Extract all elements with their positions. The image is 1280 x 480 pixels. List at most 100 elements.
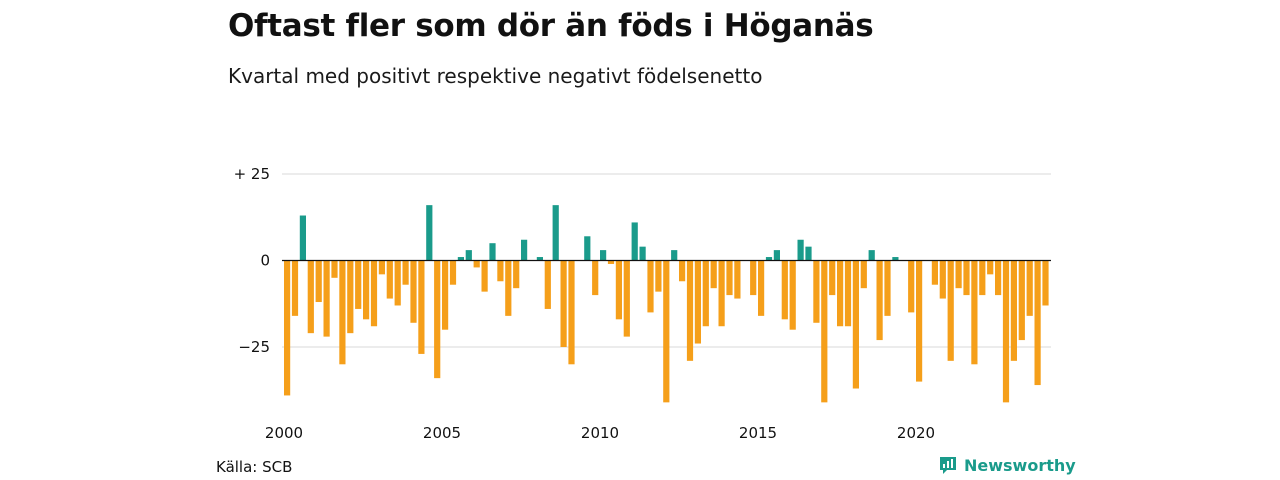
bar <box>315 260 322 303</box>
bar <box>457 257 464 261</box>
bar <box>363 260 370 320</box>
bar <box>1034 260 1041 386</box>
bar <box>426 205 433 261</box>
bar <box>860 260 867 289</box>
bar <box>291 260 299 316</box>
bar <box>560 260 567 347</box>
bar <box>481 260 488 292</box>
bar <box>639 246 646 261</box>
x-tick-label: 2010 <box>581 424 619 442</box>
bar <box>781 260 788 320</box>
bar <box>655 260 662 292</box>
bar <box>829 260 836 296</box>
bar <box>821 260 828 403</box>
bar <box>489 243 496 261</box>
bar <box>497 260 504 282</box>
bar <box>600 250 607 261</box>
bar <box>347 260 354 334</box>
bar <box>765 257 773 261</box>
bar <box>852 260 859 389</box>
bar <box>513 260 520 289</box>
x-tick-label: 2005 <box>423 424 461 442</box>
bar <box>710 260 717 289</box>
y-tick-label: −25 <box>238 338 270 356</box>
bar <box>892 257 899 261</box>
bar <box>758 260 765 316</box>
bar <box>671 250 678 261</box>
bar <box>694 260 701 344</box>
bar <box>331 260 338 278</box>
x-tick-label: 2020 <box>897 424 935 442</box>
bar <box>686 260 694 361</box>
y-tick-label: 0 <box>260 252 270 270</box>
bar <box>418 260 425 354</box>
bar <box>726 260 733 296</box>
bar <box>797 239 804 261</box>
bar <box>386 260 393 299</box>
bar <box>299 215 306 261</box>
chart-title: Oftast fler som dör än föds i Höganäs <box>228 8 874 44</box>
bar <box>1002 260 1010 403</box>
bar <box>947 260 954 361</box>
bar <box>370 260 378 327</box>
bar <box>1018 260 1025 341</box>
bar <box>955 260 962 289</box>
brand-name: Newsworthy <box>964 455 1076 475</box>
brand: Newsworthy <box>938 455 1076 475</box>
bar <box>442 260 449 330</box>
bar <box>284 260 291 396</box>
chart-subtitle: Kvartal med positivt respektive negativt… <box>228 64 763 88</box>
bar <box>521 239 528 261</box>
bar <box>584 236 591 261</box>
bar <box>931 260 938 285</box>
bar <box>355 260 362 309</box>
bar <box>971 260 978 365</box>
bar <box>568 260 575 365</box>
x-tick-label: 2015 <box>739 424 777 442</box>
bar <box>916 260 923 382</box>
bar <box>1026 260 1033 316</box>
bar <box>536 257 543 261</box>
bar <box>410 260 417 323</box>
bar <box>663 260 670 403</box>
bar <box>884 260 891 316</box>
bar <box>339 260 346 365</box>
bar <box>647 260 654 313</box>
bar <box>963 260 970 296</box>
bar <box>505 260 512 316</box>
bar <box>449 260 457 285</box>
bar <box>805 246 812 261</box>
bar <box>434 260 441 379</box>
bar <box>868 250 875 261</box>
x-tick-label: 2000 <box>265 424 303 442</box>
bar <box>473 260 480 268</box>
bar <box>789 260 796 330</box>
bar <box>702 260 709 327</box>
bar <box>615 260 622 320</box>
axes: + 25 0 −25 2000 2005 2010 2015 2020 <box>234 165 1051 442</box>
bar <box>837 260 844 327</box>
bar <box>679 260 686 282</box>
bar <box>987 260 994 275</box>
bar <box>592 260 599 296</box>
bar <box>750 260 757 296</box>
bar <box>1042 260 1049 306</box>
bar <box>908 260 915 313</box>
bars <box>284 205 1049 403</box>
bar <box>734 260 741 299</box>
bar <box>979 260 986 296</box>
bar <box>773 250 780 261</box>
newsworthy-logo-icon <box>940 457 956 474</box>
bar <box>1010 260 1017 361</box>
bar <box>323 260 330 337</box>
bar <box>544 260 551 309</box>
bar <box>465 250 472 261</box>
bar <box>631 222 638 261</box>
bar <box>394 260 401 306</box>
y-tick-label: + 25 <box>234 165 270 183</box>
bar <box>876 260 883 341</box>
bar <box>844 260 852 327</box>
bar <box>402 260 409 285</box>
bar <box>623 260 630 337</box>
